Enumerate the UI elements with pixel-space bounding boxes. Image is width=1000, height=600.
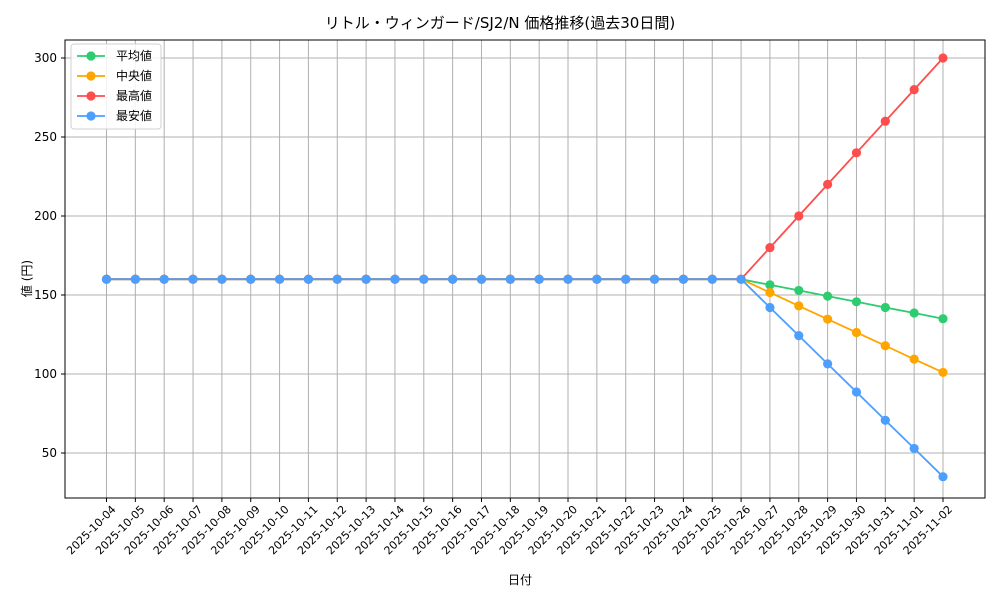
data-point (649, 274, 660, 284)
data-point (851, 327, 862, 338)
data-point (794, 285, 804, 296)
grid (65, 40, 985, 498)
data-point (419, 274, 429, 284)
legend-marker-icon (86, 51, 96, 61)
chart-title: リトル・ウィンガード/SJ2/N 価格推移(過去30日間) (324, 14, 676, 32)
data-point (592, 274, 602, 284)
legend-label: 中央値 (116, 68, 152, 83)
data-point (909, 443, 919, 454)
data-point (909, 308, 919, 318)
legend-label: 最高値 (116, 88, 152, 103)
y-tick-label: 200 (34, 209, 57, 223)
data-point (794, 331, 804, 341)
y-tick-label: 100 (34, 367, 57, 381)
data-point (159, 274, 169, 284)
data-point (823, 314, 833, 324)
data-point (361, 274, 371, 284)
plot-frame (64, 39, 986, 499)
data-point (794, 301, 804, 311)
data-point (707, 274, 717, 284)
data-point (448, 274, 458, 284)
data-point (332, 274, 342, 284)
data-point (563, 274, 573, 284)
data-point (851, 387, 862, 397)
data-point (823, 179, 833, 189)
data-point (880, 415, 890, 425)
x-axis-label: 日付 (508, 573, 533, 587)
data-point (880, 341, 890, 351)
data-point (909, 354, 919, 364)
series-line (101, 53, 948, 284)
data-point (130, 274, 140, 284)
series-line (101, 274, 948, 482)
data-point (823, 359, 833, 369)
y-tick-label: 250 (34, 130, 57, 144)
data-point (909, 85, 919, 95)
legend-label: 平均値 (116, 48, 152, 63)
x-axis: 2025-10-042025-10-052025-10-062025-10-07… (64, 498, 955, 557)
y-axis: 50 100 150 200 250 300 (34, 51, 65, 460)
data-point (390, 274, 400, 284)
data-point (938, 314, 948, 324)
data-point (851, 148, 862, 158)
data-point (823, 291, 833, 301)
data-point (736, 274, 746, 284)
legend-label: 最安値 (116, 108, 152, 123)
y-tick-label: 300 (34, 51, 57, 65)
data-point (217, 274, 227, 284)
data-point (765, 287, 775, 298)
data-point (765, 243, 775, 253)
data-point (880, 116, 890, 126)
data-point (188, 274, 198, 284)
data-point (938, 53, 948, 63)
y-tick-label: 50 (42, 446, 57, 460)
data-point (101, 274, 112, 284)
data-point (621, 274, 631, 284)
data-point (505, 274, 515, 284)
data-point (851, 297, 862, 307)
data-point (794, 211, 804, 221)
data-point (303, 274, 314, 284)
data-point (938, 472, 948, 482)
series-line (101, 274, 948, 378)
data-point (476, 274, 487, 284)
data-point (880, 302, 890, 313)
data-point (678, 274, 688, 284)
y-tick-label: 150 (34, 288, 57, 302)
data-point (246, 274, 256, 284)
data-point (938, 367, 948, 378)
data-point (274, 274, 285, 284)
legend-marker-icon (86, 71, 96, 81)
legend-marker-icon (86, 111, 96, 121)
data-point (765, 302, 775, 313)
legend-marker-icon (86, 91, 96, 101)
data-point (765, 280, 775, 290)
data-point (534, 274, 544, 284)
